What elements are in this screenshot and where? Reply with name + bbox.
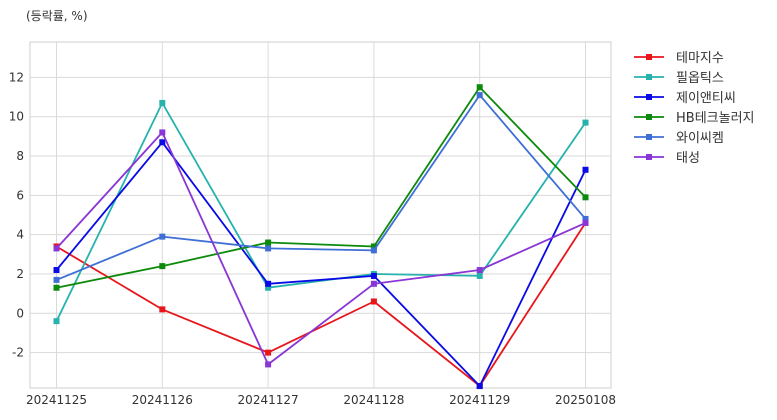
y-tick-label: 10 [9, 110, 24, 124]
series-line [55, 131, 586, 366]
legend-label: 테마지수 [676, 51, 724, 66]
legend-swatch-marker [646, 154, 652, 160]
data-point [53, 245, 60, 252]
x-tick-label: 20241126 [132, 393, 193, 407]
data-point [582, 215, 589, 222]
data-point [159, 306, 166, 313]
legend-item: 와이씨켐 [634, 131, 724, 146]
data-point [582, 166, 589, 173]
legend-swatch-marker [646, 54, 652, 60]
series-line [56, 86, 587, 289]
series-line [55, 141, 587, 387]
legend-label: 필옵틱스 [676, 71, 724, 86]
legend-item: 테마지수 [634, 51, 724, 66]
legend-item: 제이앤티씨 [634, 91, 736, 106]
data-point [159, 263, 166, 270]
data-point [582, 219, 589, 226]
y-tick-label: 2 [16, 267, 24, 281]
y-tick-label: 4 [16, 228, 24, 242]
data-point [265, 280, 272, 287]
legend-label: 제이앤티씨 [676, 91, 736, 106]
data-point [53, 318, 60, 325]
data-point [53, 267, 60, 274]
data-point [370, 298, 377, 305]
y-tick-label: 0 [16, 306, 24, 320]
data-point [265, 284, 272, 291]
data-point [159, 99, 166, 106]
data-point [582, 119, 589, 126]
data-point [53, 284, 60, 291]
data-point [370, 247, 377, 254]
series-line [56, 94, 587, 281]
x-tick-label: 20241129 [449, 393, 510, 407]
x-tick-label: 20241127 [238, 393, 299, 407]
data-point [265, 349, 272, 356]
data-point [159, 139, 166, 146]
data-point [159, 129, 166, 136]
data-point [370, 272, 377, 279]
series-line [55, 102, 587, 322]
plot-frame [29, 41, 612, 389]
data-point [370, 243, 377, 250]
legend-item: 필옵틱스 [634, 71, 724, 86]
legend-item: HB테크놀러지 [634, 111, 755, 126]
data-point [370, 280, 377, 287]
legend-label: 태성 [676, 151, 700, 166]
legend-label: 와이씨켐 [676, 131, 724, 146]
data-point [265, 245, 272, 252]
data-point [476, 272, 483, 279]
legend-swatch-marker [646, 94, 652, 100]
legend-item: 태성 [634, 151, 700, 166]
data-point [476, 383, 483, 390]
plot-area: -2 0 2 4 6 8 10 12 20241125 20241126 20241127 20241… [9, 41, 616, 407]
legend-swatch-marker [646, 114, 652, 120]
x-tick-label: 20250108 [555, 393, 616, 407]
legend-swatch-marker [646, 134, 652, 140]
unit-label: (등락률, %) [26, 9, 88, 23]
legend-label: HB테크놀러지 [676, 111, 755, 126]
x-tick-label: 20241125 [26, 393, 87, 407]
legend-swatch-marker [646, 74, 652, 80]
data-point [476, 84, 483, 91]
x-tick-label: 20241128 [343, 393, 404, 407]
data-point [159, 233, 166, 240]
data-point [53, 276, 60, 283]
series-line [56, 222, 587, 387]
data-point [476, 92, 483, 99]
data-point [582, 194, 589, 201]
y-tick-label: -2 [12, 346, 24, 360]
data-point [265, 239, 272, 246]
y-tick-label: 12 [9, 70, 24, 84]
y-tick-label: 8 [16, 149, 24, 163]
data-point [476, 267, 483, 274]
y-tick-label: 6 [16, 188, 24, 202]
data-point [265, 361, 272, 368]
